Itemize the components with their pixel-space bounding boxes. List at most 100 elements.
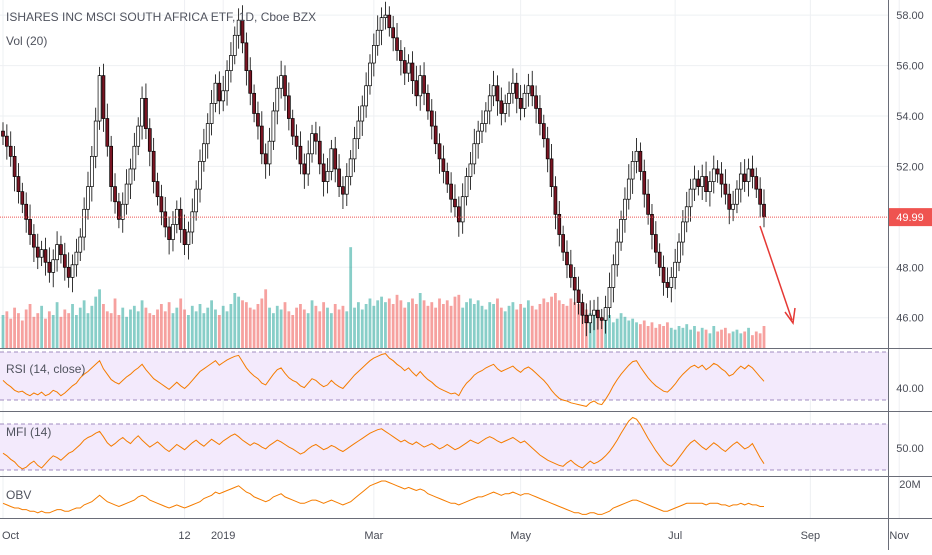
volume-bar	[167, 302, 171, 348]
volume-bar	[430, 302, 434, 348]
volume-bar	[600, 316, 604, 348]
candle	[653, 234, 658, 253]
candle	[480, 123, 484, 132]
volume-bar	[511, 302, 515, 348]
volume-bar	[669, 327, 673, 348]
candle	[113, 186, 117, 203]
volume-bar	[526, 300, 530, 348]
volume-bar	[635, 322, 638, 348]
candle	[549, 158, 554, 187]
volume-bar	[438, 298, 441, 348]
candle	[615, 241, 620, 266]
volume-bar	[59, 316, 63, 348]
indicator-tick-label: 50.00	[896, 443, 924, 455]
candle	[379, 17, 384, 31]
time-tick-label: May	[510, 530, 531, 542]
volume-bar	[426, 305, 430, 348]
candle	[437, 143, 442, 160]
volume-bar	[403, 307, 407, 348]
candle	[124, 183, 129, 205]
time-tick-label: Nov	[889, 530, 909, 542]
candle	[202, 143, 206, 162]
time-axis[interactable]: Oct122019MarMayJulSepNov2020	[2, 530, 932, 542]
volume-bar	[337, 309, 341, 348]
candle	[229, 55, 233, 71]
candle	[244, 42, 249, 71]
volume-bar	[372, 305, 376, 348]
candle	[198, 161, 202, 190]
candle	[209, 103, 214, 124]
time-tick-label: 12	[178, 530, 190, 542]
price-tick-label: 52.00	[896, 161, 924, 173]
candle	[704, 176, 708, 193]
candle	[364, 85, 368, 107]
volume-bar	[554, 293, 557, 348]
candle	[630, 161, 635, 180]
volume-bar	[658, 324, 662, 348]
trend-arrow[interactable]	[759, 225, 796, 325]
candle	[39, 249, 44, 258]
candle	[619, 219, 623, 243]
candle	[433, 125, 438, 145]
volume-bar	[13, 307, 16, 348]
price-tick-label: 48.00	[896, 262, 924, 274]
volume-bar	[411, 298, 414, 348]
candle	[514, 82, 519, 99]
volume-bar	[55, 302, 59, 348]
volume-bar	[496, 298, 499, 348]
candle	[82, 208, 86, 238]
volume-bar	[82, 300, 86, 348]
candle	[715, 168, 720, 175]
volume-bar	[24, 309, 28, 348]
volume-bar	[71, 304, 74, 348]
volume-bar	[469, 298, 472, 348]
volume-bar	[353, 307, 356, 348]
mfi-line	[2, 416, 765, 470]
volume-bar	[723, 327, 727, 348]
candle	[541, 123, 546, 140]
volume-bar	[187, 315, 190, 348]
candle	[576, 289, 581, 303]
candle	[190, 211, 195, 233]
candle	[120, 203, 125, 220]
volume-bar	[762, 326, 766, 348]
volume-bar	[28, 304, 32, 348]
volume-bar	[422, 300, 426, 348]
volume-bar	[561, 304, 565, 348]
volume-bar	[360, 309, 364, 348]
candle	[650, 213, 654, 235]
volume-bar	[326, 307, 329, 348]
candle	[151, 150, 156, 182]
candle	[105, 118, 110, 147]
volume-bar	[302, 309, 306, 348]
price-axis[interactable]: 58.00 56.00 54.00 52.00 48.00 46.00 40.00 50.00…	[896, 10, 924, 491]
band-borders	[0, 351, 888, 471]
candle	[684, 206, 689, 223]
candle	[86, 186, 90, 210]
volume-bar	[666, 322, 669, 348]
candle	[742, 173, 747, 182]
candles	[1, 1, 766, 337]
candle	[460, 196, 465, 223]
volume-bar	[98, 289, 101, 348]
candle	[337, 168, 341, 187]
candle	[93, 120, 98, 157]
candle	[348, 158, 353, 177]
time-tick-label: Sep	[801, 530, 821, 542]
candle	[159, 196, 164, 213]
candle	[12, 155, 17, 177]
volume-bar	[395, 294, 399, 348]
volume-bar	[453, 296, 457, 348]
volume-bar	[94, 296, 98, 348]
candle	[43, 249, 48, 263]
volume-bar	[739, 333, 743, 348]
candle	[310, 133, 314, 155]
time-tick-label: Mar	[364, 530, 383, 542]
volume-bar	[272, 313, 275, 348]
candle	[321, 163, 326, 182]
candle	[395, 37, 399, 51]
candle	[287, 95, 291, 119]
candle	[746, 168, 751, 182]
volume-bar	[465, 302, 468, 348]
candle	[611, 264, 616, 288]
